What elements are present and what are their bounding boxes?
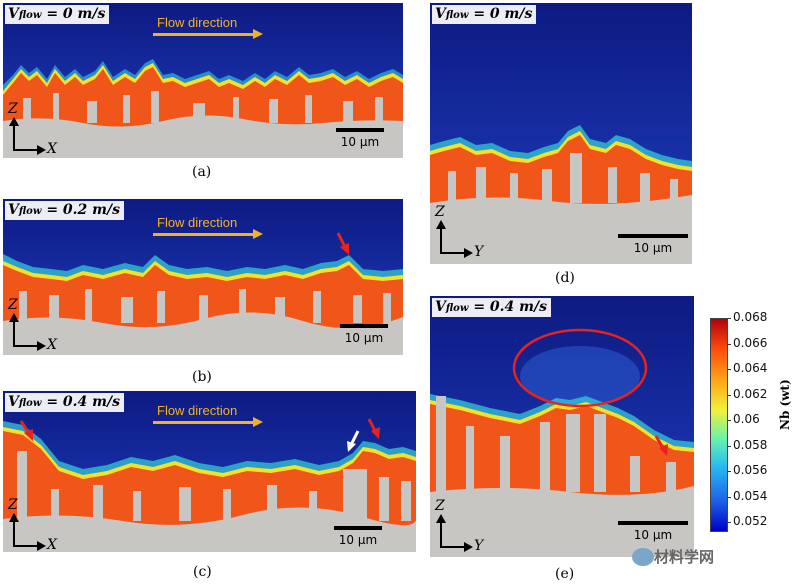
simulation-image-c [3,391,416,552]
flow-arrow-head [253,229,263,239]
colorbar-tick-label: 0.068 [733,310,768,324]
colorbar-tick-label: 0.058 [733,437,768,452]
scale-label: 10 μm [633,528,673,542]
simulation-image-b [3,199,403,355]
axes-icon-a: Z X [8,101,69,157]
v-subscript: flow [445,10,469,21]
flow-arrow-head [253,29,263,39]
axes-icon-c: Z X [8,497,69,552]
v-subscript: flow [18,10,42,21]
red-arrow-b [336,232,349,255]
axes-icon-b: Z X [8,297,69,353]
panel-a: Vflow = 0 m/s Flow direction Z X 10 μm [3,3,403,158]
velocity-label-a: Vflow = 0 m/s [5,5,110,24]
velocity-value: = 0.4 m/s [46,394,120,410]
colorbar-tick-mark [727,471,731,472]
caption-e: (e) [555,566,575,582]
watermark-logo-icon [632,548,654,566]
colorbar-tick-label: 0.056 [733,463,768,477]
scale-label: 10 μm [344,331,384,345]
velocity-value: = 0.4 m/s [473,299,547,315]
red-arrow-e [654,435,668,456]
velocity-label-e: Vflow = 0.4 m/s [432,298,551,317]
caption-d: (d) [555,270,575,286]
colorbar-tick-mark [727,343,731,345]
flow-arrow-line [153,421,253,424]
axes-icon-d: Z Y [435,204,496,260]
red-ellipse-annotation [512,328,648,408]
velocity-value: = 0 m/s [473,6,533,22]
colorbar-tick-mark [727,318,731,319]
caption-c: (c) [193,564,212,580]
v-subscript: flow [445,303,469,314]
colorbar-tick-mark [727,496,731,498]
colorbar [710,318,728,532]
velocity-label-c: Vflow = 0.4 m/s [5,393,124,412]
velocity-value: = 0 m/s [46,6,106,22]
colorbar-tick-label: 0.06 [733,412,760,426]
red-arrow-c-right [367,418,380,439]
caption-a: (a) [192,164,212,180]
v-symbol: V [8,202,19,218]
axis-label-x: X [47,337,57,353]
velocity-label-b: Vflow = 0.2 m/s [5,201,124,220]
scale-bar-c: 10 μm [323,526,393,547]
panel-d: Vflow = 0 m/s Z Y 10 μm [430,3,692,264]
scale-label: 10 μm [633,241,673,255]
scale-label: 10 μm [340,135,380,149]
flow-arrow-head [253,417,263,427]
flow-label: Flow direction [157,15,238,30]
red-arrow-c-left [19,420,33,441]
velocity-label-d: Vflow = 0 m/s [432,5,537,24]
scale-label: 10 μm [338,533,378,547]
colorbar-tick-mark [727,369,731,370]
colorbar-tick-label: 0.064 [733,361,768,375]
colorbar-tick-label: 0.062 [733,386,768,401]
v-symbol: V [435,299,446,315]
v-symbol: V [435,6,446,22]
watermark-text: 材料学网 [654,548,715,566]
axis-label-y: Y [474,538,484,554]
flow-arrow-line [153,33,253,36]
flow-label: Flow direction [157,403,238,418]
colorbar-tick-mark [727,420,731,421]
caption-b: (b) [192,369,212,385]
scale-bar-d: 10 μm [616,234,690,255]
axis-label-z: Z [8,497,18,513]
colorbar-tick-mark [727,445,731,447]
velocity-value: = 0.2 m/s [46,202,120,218]
simulation-image-a [3,3,403,158]
colorbar-tick-label: 0.054 [733,488,768,503]
colorbar-title: Nb (wt) [778,379,792,430]
axis-label-x: X [47,537,57,552]
axis-label-x: X [47,141,57,157]
axes-icon-e: Z Y [435,498,496,554]
scale-bar-e: 10 μm [616,521,690,542]
colorbar-tick-mark [727,522,731,523]
flow-arrow-line [153,233,253,236]
axis-label-z: Z [8,297,18,313]
scale-bar-b: 10 μm [329,324,399,345]
axis-label-z: Z [435,498,445,514]
v-symbol: V [8,6,19,22]
white-arrow-c [347,430,360,452]
flow-label: Flow direction [157,215,238,230]
simulation-image-d [430,3,692,264]
axis-label-y: Y [474,244,484,260]
scale-bar-a: 10 μm [325,128,395,149]
colorbar-tick-label: 0.052 [733,514,768,528]
colorbar-tick-label: 0.066 [733,335,768,350]
panel-e: Vflow = 0.4 m/s Z Y 10 μm [430,296,694,557]
simulation-image-e [430,296,694,557]
v-subscript: flow [18,206,42,217]
colorbar-tick-mark [727,394,731,396]
v-subscript: flow [18,398,42,409]
axis-label-z: Z [435,204,445,220]
v-symbol: V [8,394,19,410]
panel-c: Vflow = 0.4 m/s Flow direction Z X 10 μm [3,391,416,552]
panel-b: Vflow = 0.2 m/s Flow direction Z X 10 μm [3,199,403,355]
axis-label-z: Z [8,101,18,117]
